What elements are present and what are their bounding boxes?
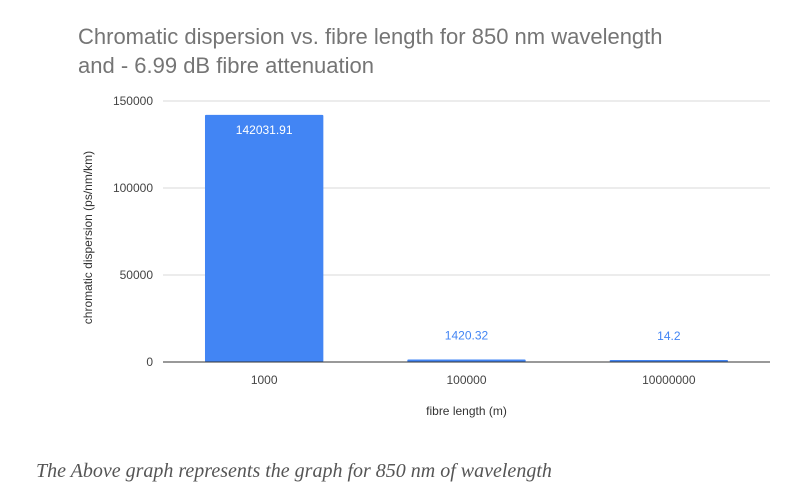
chart-title-line-1: Chromatic dispersion vs. fibre length fo…	[78, 24, 663, 49]
figure-caption: The Above graph represents the graph for…	[36, 460, 552, 482]
data-label: 14.2	[657, 329, 681, 343]
x-tick-label: 10000000	[642, 373, 696, 387]
y-axis-title: chromatic dispersion (ps/nm/km)	[81, 151, 95, 324]
data-label: 142031.91	[236, 123, 293, 137]
x-tick-label: 1000	[251, 373, 278, 387]
chart-title-line-2: and - 6.99 dB fibre attenuation	[78, 53, 374, 78]
bar	[204, 114, 324, 363]
x-axis-title: fibre length (m)	[426, 404, 507, 418]
y-tick-label: 100000	[113, 181, 153, 195]
data-label: 1420.32	[445, 329, 489, 343]
y-tick-label: 0	[146, 355, 153, 369]
chart-title: Chromatic dispersion vs. fibre length fo…	[78, 22, 778, 80]
x-tick-label: 100000	[446, 373, 486, 387]
y-tick-label: 50000	[120, 268, 154, 282]
y-tick-label: 150000	[113, 94, 153, 108]
bar	[407, 359, 526, 362]
